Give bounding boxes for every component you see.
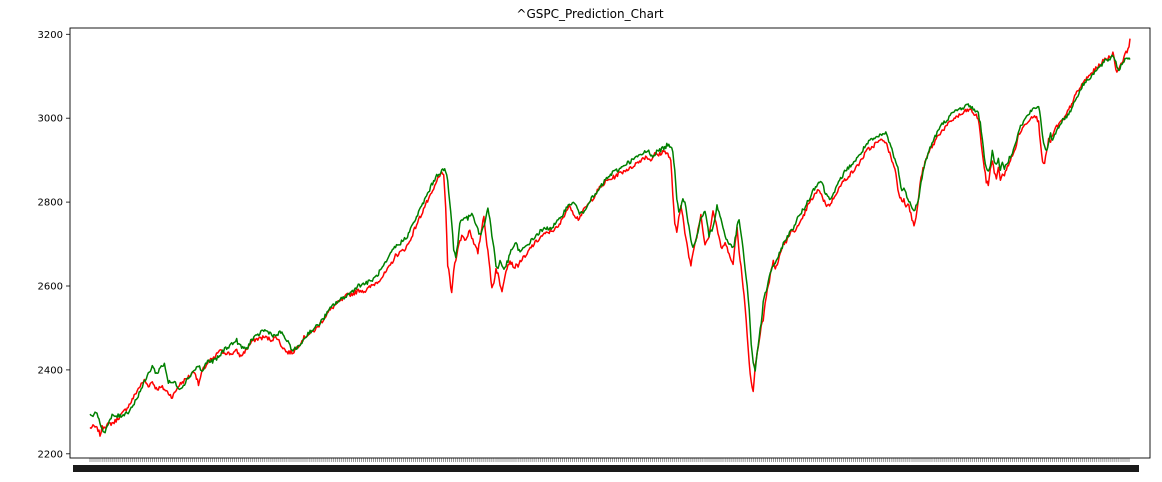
plot-area (89, 38, 1131, 437)
y-tick-label: 2600 (38, 282, 63, 293)
chart-title: ^GSPC_Prediction_Chart (516, 7, 663, 21)
y-tick-label: 2200 (38, 449, 63, 460)
y-axis: 2200 2400 2600 2800 3000 3200 (38, 30, 70, 460)
x-ticks (89, 458, 1130, 462)
y-tick-label: 2400 (38, 365, 63, 376)
y-tick-label: 3000 (38, 114, 63, 125)
axes-frame (69, 27, 1151, 459)
y-tick-label: 3200 (38, 30, 63, 41)
x-tick-labels-overlap (73, 465, 1139, 472)
series-line-green (89, 54, 1131, 434)
series-line-red (89, 38, 1131, 437)
y-tick-label: 2800 (38, 198, 63, 209)
x-axis (73, 458, 1139, 472)
